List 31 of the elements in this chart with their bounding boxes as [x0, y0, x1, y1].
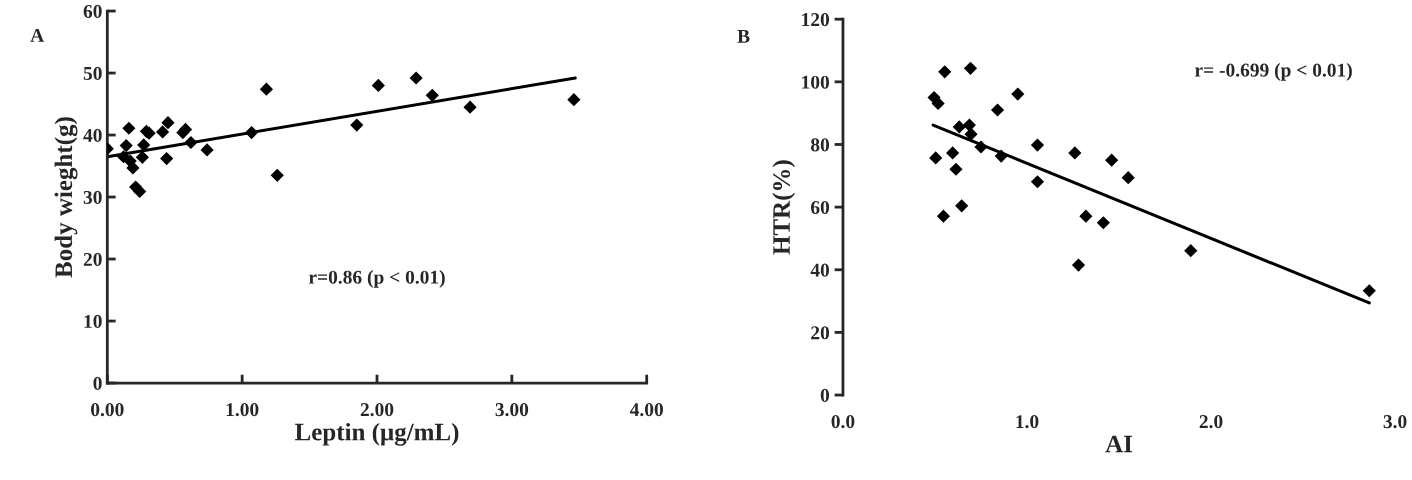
x-tick-label: 3.0 — [1383, 415, 1407, 429]
text: B — [737, 29, 750, 43]
y-axis-title: Body wieght(g) — [54, 117, 78, 278]
x-tick-label: 1.0 — [1016, 415, 1039, 429]
x-tick-label: 2.00 — [360, 403, 394, 417]
y-tick-label: 30 — [83, 190, 102, 204]
x-tick-label: 4.00 — [629, 403, 663, 417]
x-axis-title: AI — [1105, 435, 1133, 453]
y-tick-label: 20 — [811, 326, 830, 340]
x-tick-label: 3.00 — [495, 403, 529, 417]
x-tick-label: 0.0 — [831, 415, 855, 429]
annotation: r=0.86 (p < 0.01) — [308, 270, 445, 288]
y-tick-label: 60 — [810, 200, 830, 215]
annotation: r= -0.699 (p < 0.01) — [1194, 63, 1352, 81]
y-tick-label: 20 — [83, 252, 102, 266]
y-tick-label: 0 — [820, 388, 830, 402]
y-tick-label: 40 — [810, 263, 830, 277]
y-tick-label: 120 — [802, 13, 830, 27]
y-tick-label: 0 — [93, 376, 102, 390]
y-tick-label: 100 — [802, 75, 830, 89]
y-tick-label: 80 — [810, 138, 830, 152]
y-tick-label: 50 — [83, 66, 102, 80]
x-tick-label: 0.00 — [91, 403, 124, 417]
text: A — [30, 28, 45, 42]
y-tick-label: 10 — [84, 314, 102, 328]
y-axis-title: HTR(%) — [772, 160, 796, 255]
x-tick-label: 1.00 — [226, 403, 259, 417]
x-tick-label: 2.0 — [1199, 415, 1223, 429]
y-tick-label: 40 — [83, 128, 102, 142]
x-axis-title: Leptin (μg/mL) — [295, 422, 459, 446]
y-tick-label: 60 — [83, 4, 102, 18]
